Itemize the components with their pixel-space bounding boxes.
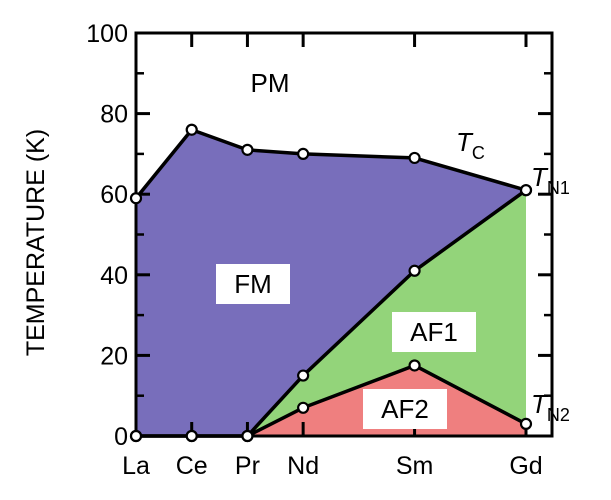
x-tick-label: Nd xyxy=(287,452,319,480)
data-point-t-c xyxy=(408,151,421,165)
x-tick-label: Ce xyxy=(176,452,208,480)
af1-region xyxy=(247,190,526,436)
data-point-t-n1 xyxy=(408,264,421,277)
data-point-t-n1 xyxy=(297,369,310,382)
data-point-t-c xyxy=(129,192,143,205)
fm-label: FM xyxy=(234,269,272,299)
y-tick-label: 0 xyxy=(114,423,128,451)
x-tick-label: La xyxy=(122,452,150,480)
data-point-t-n2 xyxy=(408,359,421,372)
fm-region xyxy=(136,129,526,436)
y-axis-label: TEMPERATURE (K) xyxy=(22,129,50,356)
af2-label: AF2 xyxy=(381,394,429,424)
data-point-t-n2 xyxy=(129,429,143,443)
tn2-curve xyxy=(246,363,527,438)
data-point-t-n2 xyxy=(519,417,533,431)
data-points-layer xyxy=(129,123,533,443)
tn2-label: TN2 xyxy=(531,389,570,425)
data-point-t-c xyxy=(241,143,254,156)
pm-label: PM xyxy=(251,68,290,98)
y-tick-label: 40 xyxy=(100,262,128,290)
tc-curve xyxy=(134,127,527,200)
x-tick-label: Pr xyxy=(235,452,260,480)
x-tick-label: Sm xyxy=(396,452,434,480)
data-point-t-n2 xyxy=(185,429,198,443)
tc-label: TC xyxy=(456,127,485,163)
data-point-t-n1 xyxy=(519,184,533,197)
af1-label-box xyxy=(392,312,476,352)
regions-layer xyxy=(136,129,526,436)
labels-layer: TEMPERATURE (K) PM FM AF1 AF2 TC TN1 TN2 xyxy=(22,68,570,429)
data-point-t-n2 xyxy=(297,401,310,414)
y-tick-label: 60 xyxy=(100,181,128,209)
data-point-t-n2 xyxy=(241,429,254,443)
af1-label: AF1 xyxy=(410,317,458,347)
fm-label-box xyxy=(216,264,290,304)
data-point-t-c xyxy=(297,147,310,160)
x-tick-label: Gd xyxy=(509,452,542,480)
af2-label-box xyxy=(363,389,447,429)
y-tick-label: 20 xyxy=(100,342,128,370)
y-tick-label: 100 xyxy=(86,20,128,48)
y-tick-label: 80 xyxy=(100,101,128,129)
data-point-t-c xyxy=(185,123,198,136)
tn1-label: TN1 xyxy=(531,162,570,198)
